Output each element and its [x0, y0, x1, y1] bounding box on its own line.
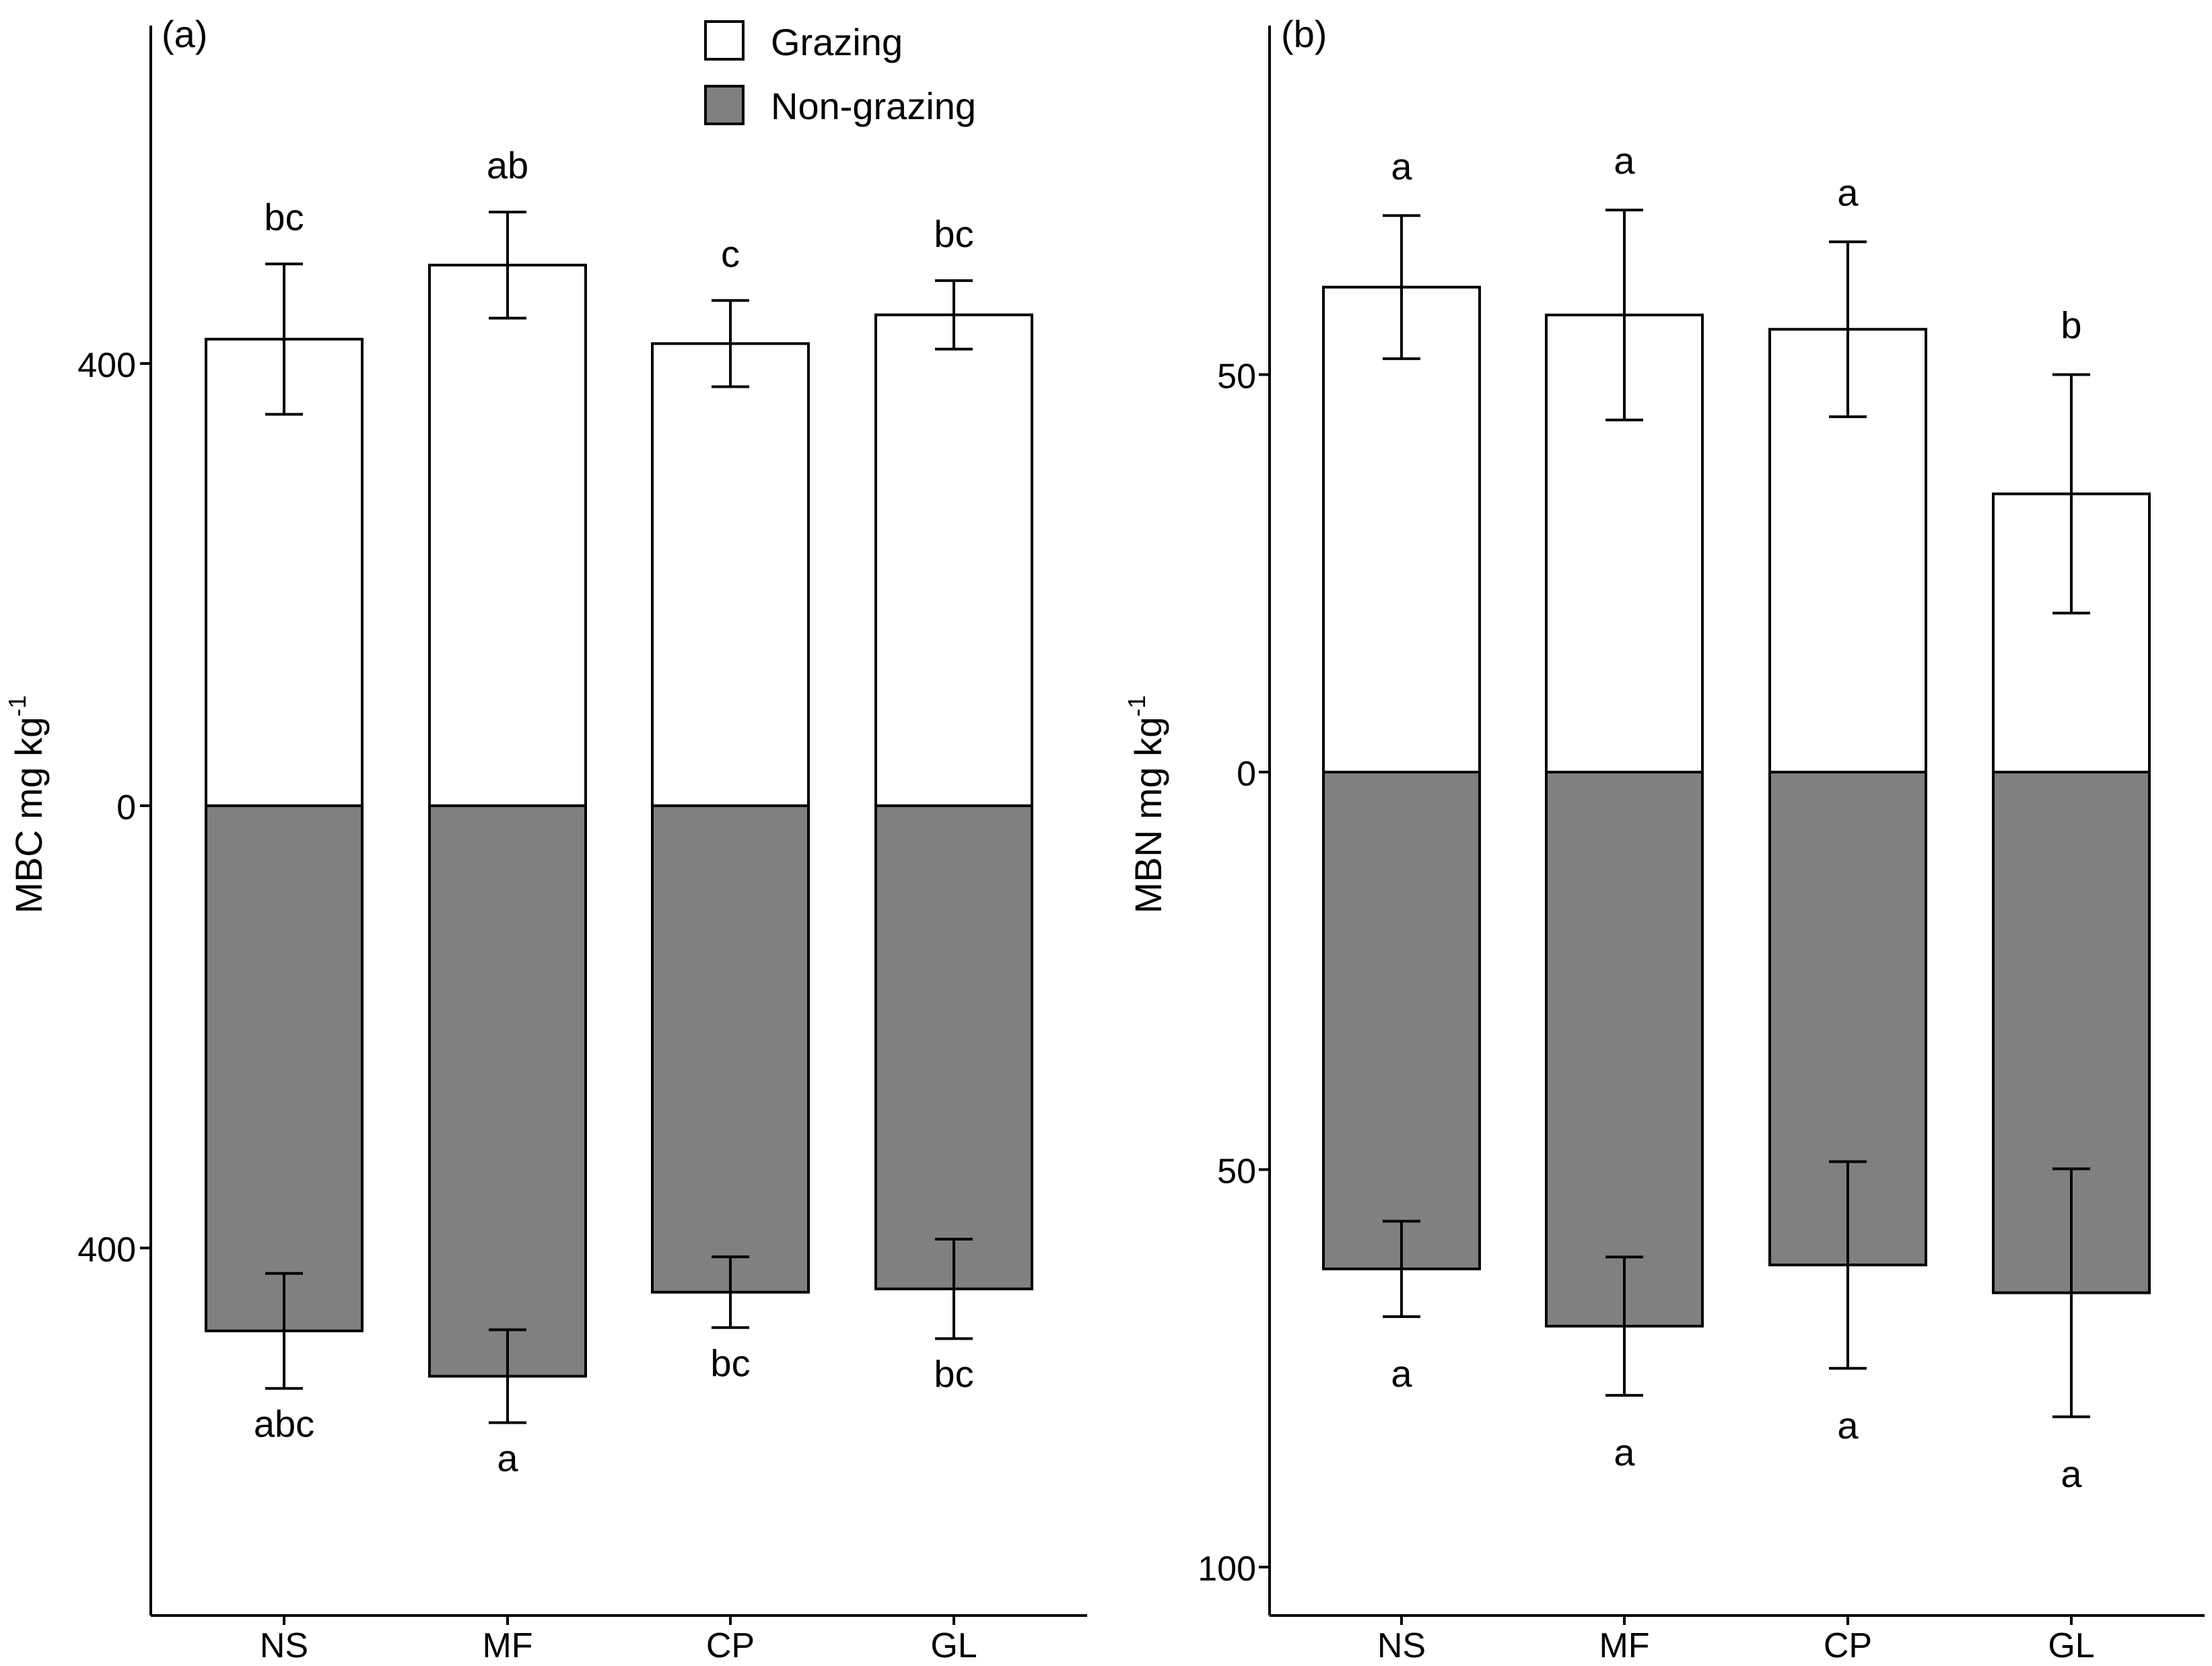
panel-b-letter-non-grazing-ns: a [1391, 1352, 1412, 1395]
panel-a-bar-grazing-cp [651, 342, 810, 807]
panel-b-y-tick-label: 0 [1237, 755, 1256, 794]
panel-b-y-axis-label-main: MBN mg kg [1127, 717, 1169, 914]
panel-b-x-tick-label-cp: CP [1824, 1626, 1872, 1665]
panel-a-bar-non-grazing-gl [874, 804, 1033, 1290]
panel-b-bar-non-grazing-ns [1322, 771, 1481, 1271]
panel-a-letter-non-grazing-ns: abc [254, 1403, 314, 1445]
panel-a-y-axis-label: MBC mg kg-1 [3, 695, 50, 914]
panel-a-bar-grazing-mf [428, 263, 587, 807]
panel-a-error-bar-grazing-gl [935, 279, 973, 351]
panel-b-axes: 100 50 0 50 NS MF CP GL [1198, 26, 2205, 1665]
panel-b-x-tick-label-gl: GL [2048, 1626, 2094, 1665]
panel-a-bar-grazing-gl [874, 313, 1033, 808]
panel-b-y-tick-label: 50 [1217, 357, 1256, 396]
panel-b-x-tick-label-ns: NS [1377, 1626, 1426, 1665]
panel-b-letter-grazing-gl: b [2061, 304, 2081, 347]
panel-a-letter-non-grazing-mf: a [497, 1437, 518, 1480]
panel-a-x-tick-label-gl: GL [930, 1626, 977, 1665]
panel-a-bar-non-grazing-mf [428, 804, 587, 1378]
panel-a-error-bar-non-grazing-cp [712, 1255, 749, 1329]
panel-a-error-bar-non-grazing-mf [489, 1328, 526, 1424]
panel-b-letter-non-grazing-gl: a [2061, 1453, 2082, 1495]
panel-b-error-bar-non-grazing-ns [1383, 1220, 1420, 1318]
panel-a-letter-non-grazing-cp: bc [710, 1342, 750, 1384]
panel-a-x-tick-label-cp: CP [706, 1626, 755, 1665]
panel-b-y-axis-label-superscript: -1 [1123, 695, 1150, 717]
panel-a-x-tick-label-mf: MF [482, 1626, 532, 1665]
panel-a-letter-grazing-ns: bc [264, 196, 304, 238]
legend: Grazing Non-grazing [704, 20, 976, 127]
legend-swatch-non-grazing [704, 85, 745, 125]
panel-b-letter-grazing-mf: a [1614, 139, 1635, 182]
panel-b-bar-non-grazing-mf [1545, 771, 1704, 1328]
panel-a-y-tick-label: 400 [77, 346, 136, 385]
panel-a-y-axis-label-superscript: -1 [3, 695, 31, 717]
panel-b-y-tick-label: 100 [1198, 1550, 1256, 1589]
panel-b-y-tick-label: 50 [1217, 1152, 1256, 1191]
panel-a-letter-non-grazing-gl: bc [934, 1353, 973, 1395]
panel-a-letter-grazing-cp: c [721, 232, 740, 275]
panel-a-error-bar-non-grazing-ns [265, 1272, 303, 1390]
panel-b-bars: a a a b a a a a [1322, 139, 2151, 1495]
panel-a-label: (a) [162, 13, 207, 55]
panel-a-bar-non-grazing-cp [651, 804, 810, 1294]
panel-b-letter-grazing-cp: a [1837, 171, 1859, 213]
panel-a-y-tick-label: 0 [116, 788, 136, 827]
panel-b-letter-grazing-ns: a [1391, 145, 1412, 187]
panel-a-y-tick-label: 400 [77, 1230, 136, 1270]
panel-b-error-bar-non-grazing-gl [2052, 1167, 2090, 1418]
panel-a-letter-grazing-gl: bc [934, 213, 973, 255]
panel-b-error-bar-grazing-mf [1605, 209, 1643, 421]
panel-b-x-tick-label-mf: MF [1599, 1626, 1649, 1665]
panel-a-y-axis-label-main: MBC mg kg [7, 717, 50, 914]
panel-a-x-tick-label-ns: NS [260, 1626, 308, 1665]
panel-b-error-bar-grazing-cp [1829, 240, 1867, 419]
legend-swatch-grazing [704, 20, 745, 61]
panel-b-mbn: (b) a a a b a a a a 100 50 0 50 NS MF CP GL MBN mg kg-… [1123, 13, 2205, 1665]
legend-label-non-grazing: Non-grazing [771, 85, 976, 127]
panel-a-error-bar-non-grazing-gl [935, 1237, 973, 1340]
panel-b-letter-non-grazing-cp: a [1837, 1404, 1859, 1447]
panel-a-error-bar-grazing-mf [489, 210, 526, 320]
panel-a-error-bar-grazing-ns [265, 263, 303, 416]
panel-a-error-bar-grazing-cp [712, 299, 749, 388]
panel-a-letter-grazing-mf: ab [487, 144, 528, 186]
panel-b-error-bar-non-grazing-cp [1829, 1160, 1867, 1370]
panel-b-letter-non-grazing-mf: a [1614, 1431, 1635, 1473]
panel-a-axes: 400 0 400 NS MF CP GL [77, 26, 1087, 1665]
panel-a-bar-non-grazing-ns [205, 804, 364, 1333]
panel-b-error-bar-grazing-gl [2052, 373, 2090, 615]
panel-b-y-axis-label: MBN mg kg-1 [1123, 695, 1169, 914]
panel-b-label: (b) [1281, 13, 1327, 55]
legend-label-grazing: Grazing [771, 21, 903, 63]
panel-b-error-bar-non-grazing-mf [1605, 1255, 1643, 1397]
panel-b-error-bar-grazing-ns [1383, 214, 1420, 360]
